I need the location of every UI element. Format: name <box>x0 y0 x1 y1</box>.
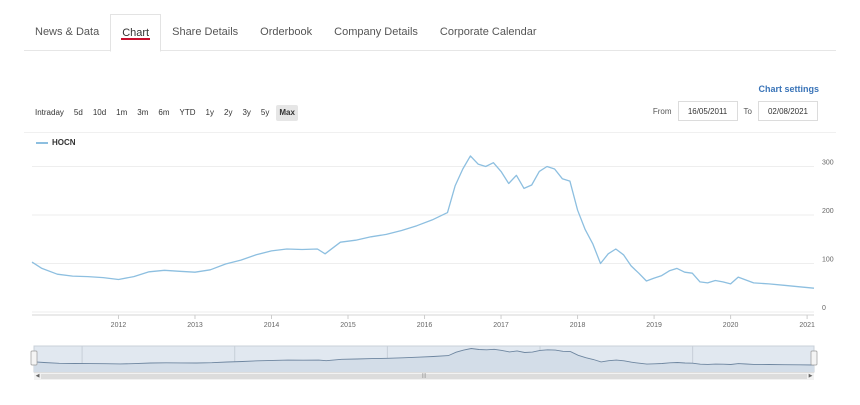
range-button-ytd[interactable]: YTD <box>177 105 199 121</box>
chart-legend[interactable]: HOCN <box>36 138 76 147</box>
legend-label: HOCN <box>52 138 76 147</box>
x-tick-label: 2015 <box>340 322 356 329</box>
range-selector: Intraday 5d 10d 1m 3m 6m YTD 1y 2y 3y 5y… <box>32 105 298 121</box>
navigator-area <box>34 348 814 372</box>
scroll-right-arrow-icon[interactable]: ▶ <box>808 373 813 379</box>
y-tick-label: 300 <box>822 160 834 167</box>
tab-corporate-calendar[interactable]: Corporate Calendar <box>439 26 537 38</box>
range-button-3y[interactable]: 3y <box>239 105 253 121</box>
navigator-scrollbar[interactable]: ◀ ||| ▶ <box>34 372 814 380</box>
tab-orderbook[interactable]: Orderbook <box>260 26 313 38</box>
x-tick-label: 2017 <box>493 322 509 329</box>
from-date-input[interactable] <box>677 101 738 121</box>
scroll-left-arrow-icon[interactable]: ◀ <box>35 373 40 379</box>
range-button-intraday[interactable]: Intraday <box>32 105 67 121</box>
y-tick-label: 100 <box>822 257 834 264</box>
navigator-left-handle[interactable] <box>30 350 38 366</box>
tab-news-data[interactable]: News & Data <box>35 26 100 38</box>
range-button-1m[interactable]: 1m <box>113 105 130 121</box>
divider <box>24 132 836 133</box>
scrollbar-thumb[interactable] <box>41 374 807 379</box>
navigator-tick-label: 2018 <box>543 364 559 371</box>
range-button-10d[interactable]: 10d <box>90 105 109 121</box>
x-tick-label: 2019 <box>646 322 662 329</box>
range-button-5d[interactable]: 5d <box>71 105 86 121</box>
x-tick-label: 2012 <box>111 322 127 329</box>
range-button-2y[interactable]: 2y <box>221 105 235 121</box>
tab-company-details[interactable]: Company Details <box>334 26 418 38</box>
series-line-hocn[interactable] <box>31 155 815 289</box>
x-tick-label: 2016 <box>417 322 433 329</box>
tab-bar: News & Data Chart Share Details Orderboo… <box>24 14 836 52</box>
navigator-right-handle[interactable] <box>810 350 818 366</box>
x-tick-label: 2014 <box>264 322 280 329</box>
range-button-6m[interactable]: 6m <box>155 105 172 121</box>
range-button-5y[interactable]: 5y <box>258 105 272 121</box>
date-range: From To <box>653 101 818 121</box>
range-button-3m[interactable]: 3m <box>134 105 151 121</box>
x-tick-label: 2020 <box>723 322 739 329</box>
navigator-window[interactable] <box>33 345 815 373</box>
chart-settings-link[interactable]: Chart settings <box>758 84 819 94</box>
x-tick-label: 2018 <box>570 322 586 329</box>
range-button-1y[interactable]: 1y <box>203 105 217 121</box>
tab-share-details[interactable]: Share Details <box>172 26 239 38</box>
y-tick-label: 200 <box>822 208 834 215</box>
tab-chart[interactable]: Chart <box>110 14 162 52</box>
range-button-max[interactable]: Max <box>276 105 298 121</box>
to-date-input[interactable] <box>758 101 818 121</box>
legend-line-swatch <box>36 141 48 144</box>
navigator-series-line <box>33 348 815 366</box>
to-label: To <box>743 106 752 116</box>
navigator-tick-label: 2016 <box>390 364 406 371</box>
scrollbar-grip-icon: ||| <box>422 373 426 379</box>
x-tick-label: 2021 <box>799 322 815 329</box>
navigator-tick-label: 2012 <box>85 364 101 371</box>
navigator-tick-label: 2014 <box>238 364 254 371</box>
y-tick-label: 0 <box>822 305 826 312</box>
x-tick-label: 2013 <box>187 322 203 329</box>
from-label: From <box>652 106 672 116</box>
navigator-tick-label: 2020 <box>696 364 712 371</box>
